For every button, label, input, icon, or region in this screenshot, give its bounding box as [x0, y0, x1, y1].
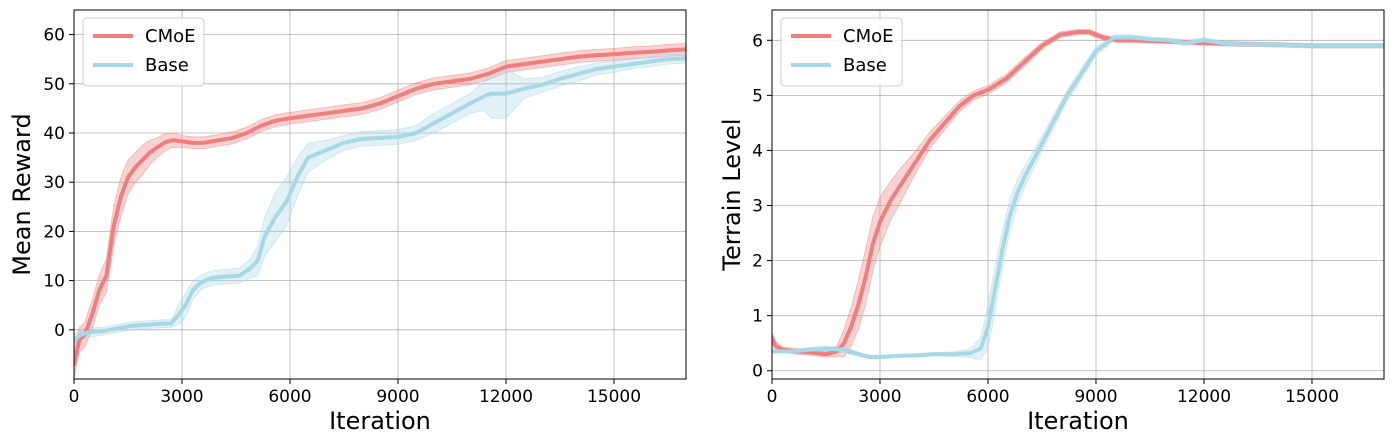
- plot-area: [772, 28, 1384, 361]
- x-tick-label: 3000: [858, 387, 901, 407]
- band-cmoe: [74, 43, 686, 379]
- y-axis-label: Terrain Level: [718, 118, 746, 271]
- chart-2: 0 3000 6000 9000 12000 15000 0 1 2 3 4 5 6 Iteration T…: [718, 9, 1385, 433]
- x-tick-label: 12000: [1177, 387, 1231, 407]
- y-tick-label: 0: [54, 321, 65, 341]
- plot-area: [74, 43, 686, 379]
- y-tick-label: 50: [43, 75, 65, 95]
- y-tick-label: 10: [43, 272, 65, 292]
- y-tick-label: 30: [43, 173, 65, 193]
- axes-frame: [73, 9, 687, 380]
- y-tick-label: 0: [752, 362, 763, 382]
- series-line-base: [772, 35, 1384, 359]
- y-tick-label: 6: [752, 31, 763, 51]
- band-base: [772, 34, 1384, 361]
- y-tick-label: 2: [752, 252, 763, 272]
- legend: CMoE Base: [82, 17, 205, 87]
- x-tick-label: 3000: [160, 387, 203, 407]
- legend-label-base: Base: [843, 55, 887, 76]
- x-tick-label: 6000: [966, 387, 1009, 407]
- x-tick-label: 15000: [587, 387, 641, 407]
- y-tick-label: 60: [43, 26, 65, 46]
- x-tick-label: 9000: [1074, 387, 1117, 407]
- x-tick-label: 0: [69, 387, 80, 407]
- series-line-base: [74, 56, 686, 342]
- y-tick-label: 3: [752, 197, 763, 217]
- legend-label-cmoe: CMoE: [145, 26, 195, 47]
- x-tick-label: 0: [767, 387, 778, 407]
- x-tick-label: 12000: [479, 387, 533, 407]
- x-axis-label: Iteration: [1027, 407, 1129, 433]
- x-tick-label: 6000: [268, 387, 311, 407]
- x-axis-label: Iteration: [329, 407, 431, 433]
- y-tick-label: 20: [43, 222, 65, 242]
- y-tick-label: 1: [752, 307, 763, 327]
- legend-label-base: Base: [145, 55, 189, 76]
- y-tick-label: 40: [43, 124, 65, 144]
- band-base: [74, 52, 686, 346]
- legend: CMoE Base: [780, 17, 903, 87]
- axes-frame: [771, 9, 1385, 380]
- legend-label-cmoe: CMoE: [843, 26, 893, 47]
- y-tick-label: 4: [752, 141, 763, 161]
- y-axis-label: Mean Reward: [8, 113, 36, 275]
- x-tick-label: 15000: [1285, 387, 1339, 407]
- chart-1: 0 3000 6000 9000 12000 15000 0 10 20 30 40 50 60 Iter…: [8, 9, 687, 433]
- y-tick-label: 5: [752, 86, 763, 106]
- series-line-cmoe: [74, 47, 686, 367]
- x-tick-label: 9000: [376, 387, 419, 407]
